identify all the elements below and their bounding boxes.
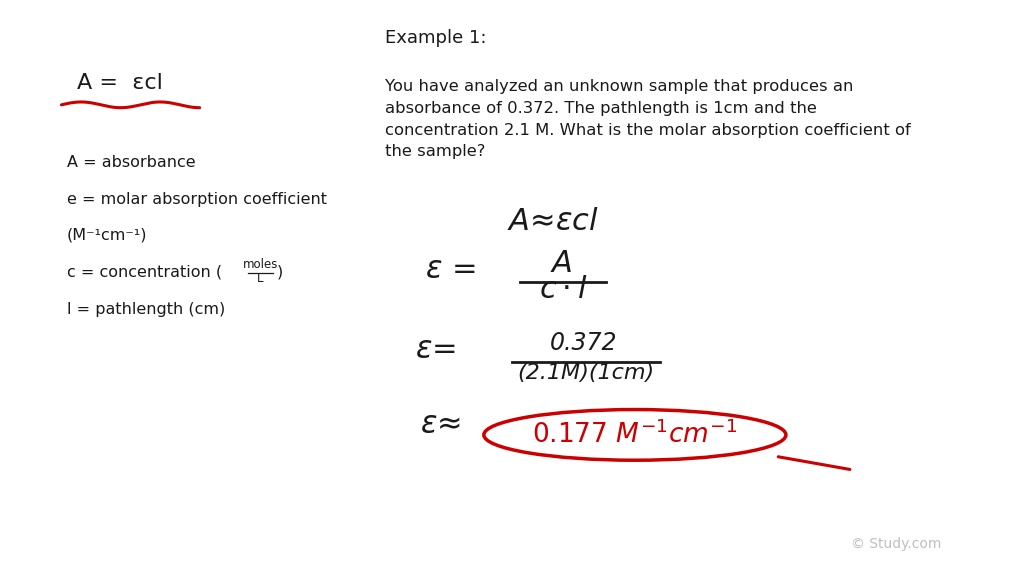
Text: $\mathit{A}$≈$\mathit{\varepsilon cl}$: $\mathit{A}$≈$\mathit{\varepsilon cl}$	[507, 207, 599, 236]
Text: c = concentration (: c = concentration (	[67, 264, 221, 279]
Text: moles: moles	[243, 259, 278, 271]
Text: l = pathlength (cm): l = pathlength (cm)	[67, 302, 225, 317]
Text: You have analyzed an unknown sample that produces an
absorbance of 0.372. The pa: You have analyzed an unknown sample that…	[385, 79, 910, 160]
Text: $\mathit{\varepsilon}$ =: $\mathit{\varepsilon}$ =	[426, 255, 479, 283]
Text: (M⁻¹cm⁻¹): (M⁻¹cm⁻¹)	[67, 227, 147, 242]
Text: (2.1M)(1cm): (2.1M)(1cm)	[517, 363, 654, 383]
Text: ): )	[276, 264, 283, 279]
Text: 0.372: 0.372	[550, 331, 617, 355]
Text: L: L	[257, 272, 263, 285]
Text: $\mathit{\varepsilon}$=: $\mathit{\varepsilon}$=	[415, 335, 459, 364]
Text: A =  εcl: A = εcl	[77, 73, 163, 93]
Text: © Study.com: © Study.com	[851, 537, 941, 551]
Text: A = absorbance: A = absorbance	[67, 155, 196, 170]
Text: $\mathit{c \cdot l}$: $\mathit{c \cdot l}$	[539, 275, 588, 304]
Text: $\mathit{A}$: $\mathit{A}$	[550, 249, 572, 278]
Text: Example 1:: Example 1:	[385, 29, 486, 47]
Text: $\mathit{0.177\ M^{-1}cm^{-1}}$: $\mathit{0.177\ M^{-1}cm^{-1}}$	[532, 420, 737, 449]
Text: $\mathit{\varepsilon}$≈: $\mathit{\varepsilon}$≈	[420, 410, 461, 439]
Text: e = molar absorption coefficient: e = molar absorption coefficient	[67, 192, 327, 207]
